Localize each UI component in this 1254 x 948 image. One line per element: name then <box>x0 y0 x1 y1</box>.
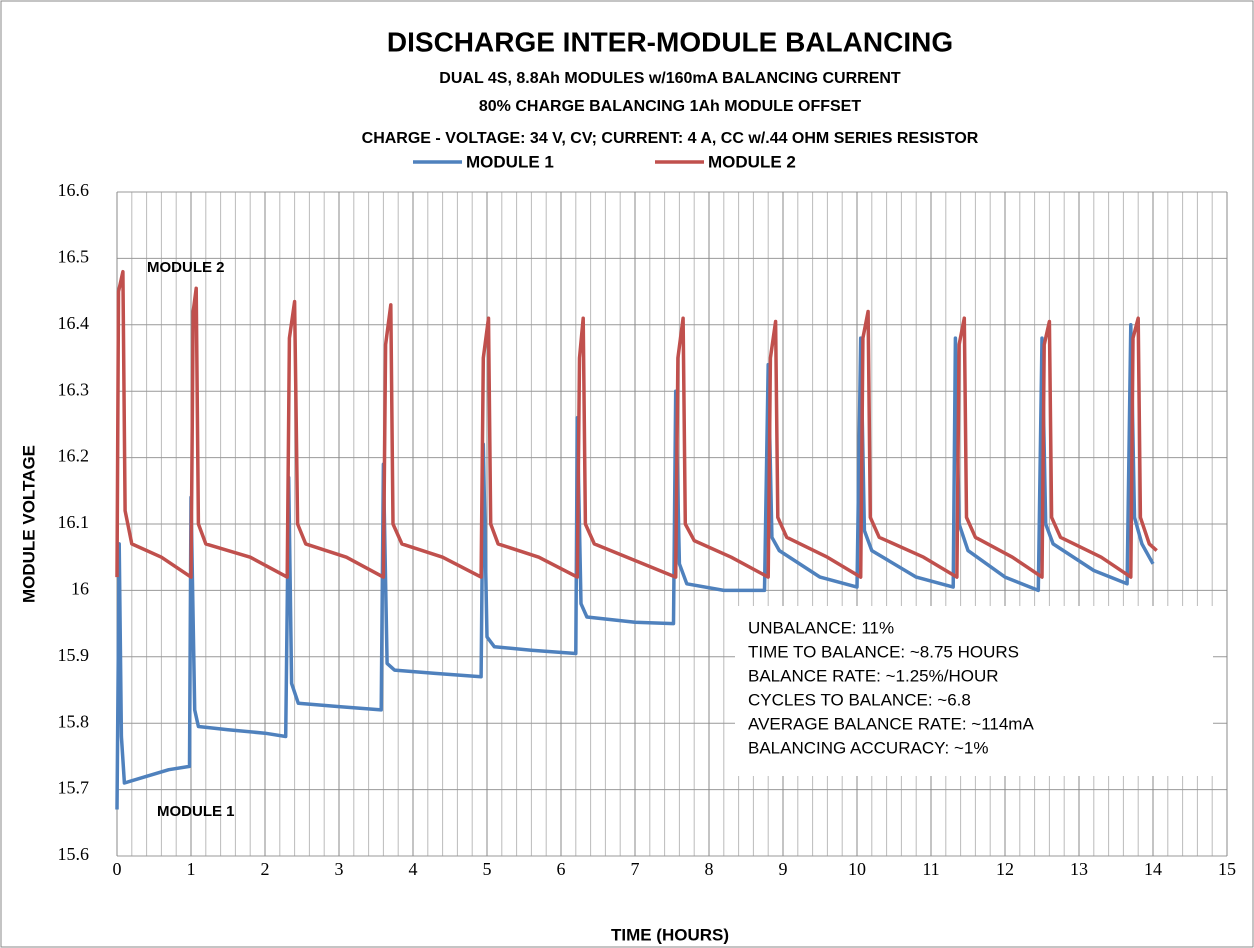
x-tick-label: 4 <box>409 859 418 879</box>
x-tick-label: 12 <box>996 859 1014 879</box>
y-tick-label: 15.6 <box>58 844 90 864</box>
y-tick-label: 15.7 <box>58 778 90 798</box>
stats-box <box>735 606 1213 776</box>
stat-line: CYCLES TO BALANCE: ~6.8 <box>748 690 971 709</box>
x-tick-label: 5 <box>483 859 492 879</box>
subtitle: CHARGE - VOLTAGE: 34 V, CV; CURRENT: 4 A… <box>362 130 979 147</box>
y-tick-label: 16.4 <box>58 313 90 333</box>
x-tick-label: 8 <box>705 859 714 879</box>
y-tick-label: 16.3 <box>58 379 90 399</box>
y-axis-title: MODULE VOLTAGE <box>19 445 38 603</box>
y-tick-label: 15.8 <box>58 711 90 731</box>
y-tick-label: 16.6 <box>58 180 90 200</box>
annotation: MODULE 1 <box>157 803 235 820</box>
x-tick-label: 11 <box>922 859 939 879</box>
stat-line: TIME TO BALANCE: ~8.75 HOURS <box>748 642 1019 661</box>
x-tick-label: 1 <box>187 859 196 879</box>
annotation: MODULE 2 <box>147 259 225 276</box>
x-tick-label: 7 <box>631 859 640 879</box>
stat-line: UNBALANCE: 11% <box>748 618 894 637</box>
x-tick-label: 13 <box>1070 859 1088 879</box>
x-tick-label: 15 <box>1218 859 1236 879</box>
x-tick-label: 9 <box>779 859 788 879</box>
subtitle: DUAL 4S, 8.8Ah MODULES w/160mA BALANCING… <box>439 70 901 87</box>
stat-line: BALANCING ACCURACY: ~1% <box>748 738 988 757</box>
y-tick-label: 16.2 <box>58 446 90 466</box>
x-tick-label: 6 <box>557 859 566 879</box>
x-tick-label: 3 <box>335 859 344 879</box>
x-tick-label: 14 <box>1144 859 1162 879</box>
legend-label: MODULE 2 <box>708 152 796 171</box>
y-tick-label: 15.9 <box>58 645 90 665</box>
stat-line: BALANCE RATE: ~1.25%/HOUR <box>748 666 999 685</box>
stat-line: AVERAGE BALANCE RATE: ~114mA <box>748 714 1034 733</box>
y-tick-label: 16.1 <box>58 512 90 532</box>
series-line <box>115 323 1155 810</box>
y-tick-label: 16 <box>71 579 89 599</box>
x-tick-label: 10 <box>848 859 866 879</box>
series-line <box>115 269 1158 579</box>
x-tick-label: 0 <box>113 859 122 879</box>
lines <box>115 269 1158 810</box>
x-axis-title: TIME (HOURS) <box>611 925 729 944</box>
y-tick-label: 16.5 <box>58 247 90 267</box>
chart-title: DISCHARGE INTER-MODULE BALANCING <box>387 26 953 57</box>
subtitle: 80% CHARGE BALANCING 1Ah MODULE OFFSET <box>479 98 861 115</box>
legend-label: MODULE 1 <box>466 152 554 171</box>
x-tick-label: 2 <box>261 859 270 879</box>
labels: 15.615.715.815.91616.116.216.316.416.516… <box>58 152 1237 879</box>
